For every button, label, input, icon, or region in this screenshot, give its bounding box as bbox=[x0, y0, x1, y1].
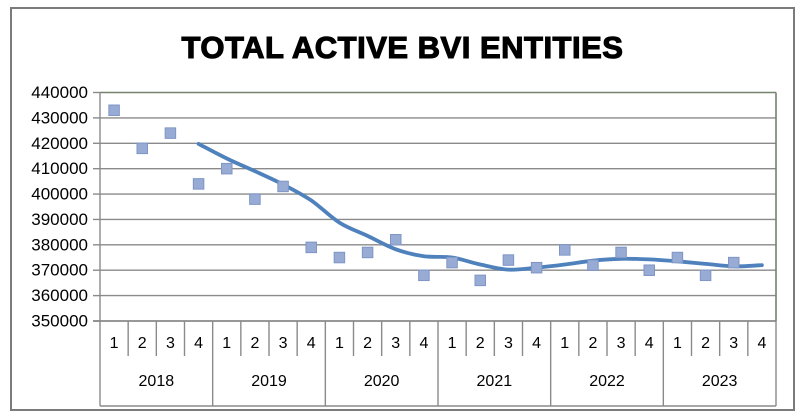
chart-frame: TOTAL ACTIVE BVI ENTITIES bbox=[10, 7, 795, 411]
x-quarter-label: 3 bbox=[279, 335, 288, 352]
data-point-marker bbox=[615, 246, 627, 259]
data-point-marker bbox=[446, 256, 458, 269]
x-quarter-label: 4 bbox=[419, 335, 428, 352]
data-point-marker bbox=[643, 264, 655, 276]
data-point-marker bbox=[728, 256, 740, 269]
data-point-marker bbox=[164, 127, 177, 139]
x-quarter-label: 2 bbox=[250, 335, 259, 352]
data-point-marker bbox=[559, 244, 571, 256]
x-quarter-label: 3 bbox=[166, 335, 175, 352]
data-point-marker bbox=[390, 234, 402, 246]
x-quarter-label: 4 bbox=[307, 335, 316, 352]
data-point-marker bbox=[333, 251, 346, 264]
y-tick-label: 390000 bbox=[31, 210, 88, 229]
x-quarter-label: 3 bbox=[729, 335, 738, 352]
x-year-label: 2021 bbox=[477, 373, 513, 390]
trendline-path bbox=[196, 142, 764, 272]
data-point-marker bbox=[474, 274, 486, 287]
y-tick-label: 400000 bbox=[31, 185, 88, 204]
x-quarter-label: 2 bbox=[363, 335, 372, 352]
x-quarter-label: 2 bbox=[588, 335, 597, 352]
data-point-marker bbox=[530, 261, 543, 274]
data-point-marker bbox=[361, 246, 374, 259]
y-tick-label: 420000 bbox=[31, 134, 88, 153]
x-year-label: 2022 bbox=[589, 373, 625, 390]
data-point-marker bbox=[699, 269, 712, 282]
x-quarter-label: 3 bbox=[391, 335, 400, 352]
y-tick-label: 430000 bbox=[31, 108, 88, 127]
x-quarter-label: 4 bbox=[757, 335, 766, 352]
x-quarter-label: 1 bbox=[335, 335, 344, 352]
data-point-marker bbox=[108, 104, 120, 117]
x-quarter-label: 3 bbox=[504, 335, 513, 352]
x-quarter-label: 4 bbox=[645, 335, 654, 352]
x-quarter-label: 1 bbox=[448, 335, 457, 352]
data-point-marker bbox=[671, 251, 684, 264]
data-point-marker bbox=[221, 162, 233, 175]
data-point-marker bbox=[136, 142, 148, 155]
y-tick-label: 380000 bbox=[31, 235, 88, 254]
x-quarter-label: 2 bbox=[701, 335, 710, 352]
data-point-marker bbox=[277, 180, 289, 193]
x-year-label: 2019 bbox=[251, 373, 287, 390]
y-tick-label: 360000 bbox=[31, 286, 88, 305]
data-point-marker bbox=[587, 259, 599, 271]
x-quarter-label: 3 bbox=[617, 335, 626, 352]
chart-title: TOTAL ACTIVE BVI ENTITIES bbox=[181, 29, 624, 65]
data-point-marker bbox=[502, 254, 515, 266]
x-quarter-label: 4 bbox=[532, 335, 541, 352]
x-quarter-label: 1 bbox=[560, 335, 569, 352]
y-tick-label: 350000 bbox=[31, 312, 88, 331]
x-quarter-label: 2 bbox=[138, 335, 147, 352]
x-quarter-label: 4 bbox=[194, 335, 203, 352]
data-point-marker bbox=[418, 269, 430, 282]
x-year-label: 2018 bbox=[139, 373, 175, 390]
x-quarter-label: 1 bbox=[110, 335, 119, 352]
y-tick-label: 370000 bbox=[31, 261, 88, 280]
data-point-marker bbox=[192, 178, 205, 190]
x-quarter-label: 1 bbox=[673, 335, 682, 352]
x-quarter-label: 1 bbox=[222, 335, 231, 352]
data-point-marker bbox=[249, 193, 261, 205]
x-quarter-label: 2 bbox=[476, 335, 485, 352]
x-year-label: 2023 bbox=[702, 373, 738, 390]
y-tick-label: 410000 bbox=[31, 159, 88, 178]
x-year-label: 2020 bbox=[364, 373, 400, 390]
y-tick-label: 440000 bbox=[31, 83, 88, 102]
data-point-marker bbox=[305, 241, 317, 254]
